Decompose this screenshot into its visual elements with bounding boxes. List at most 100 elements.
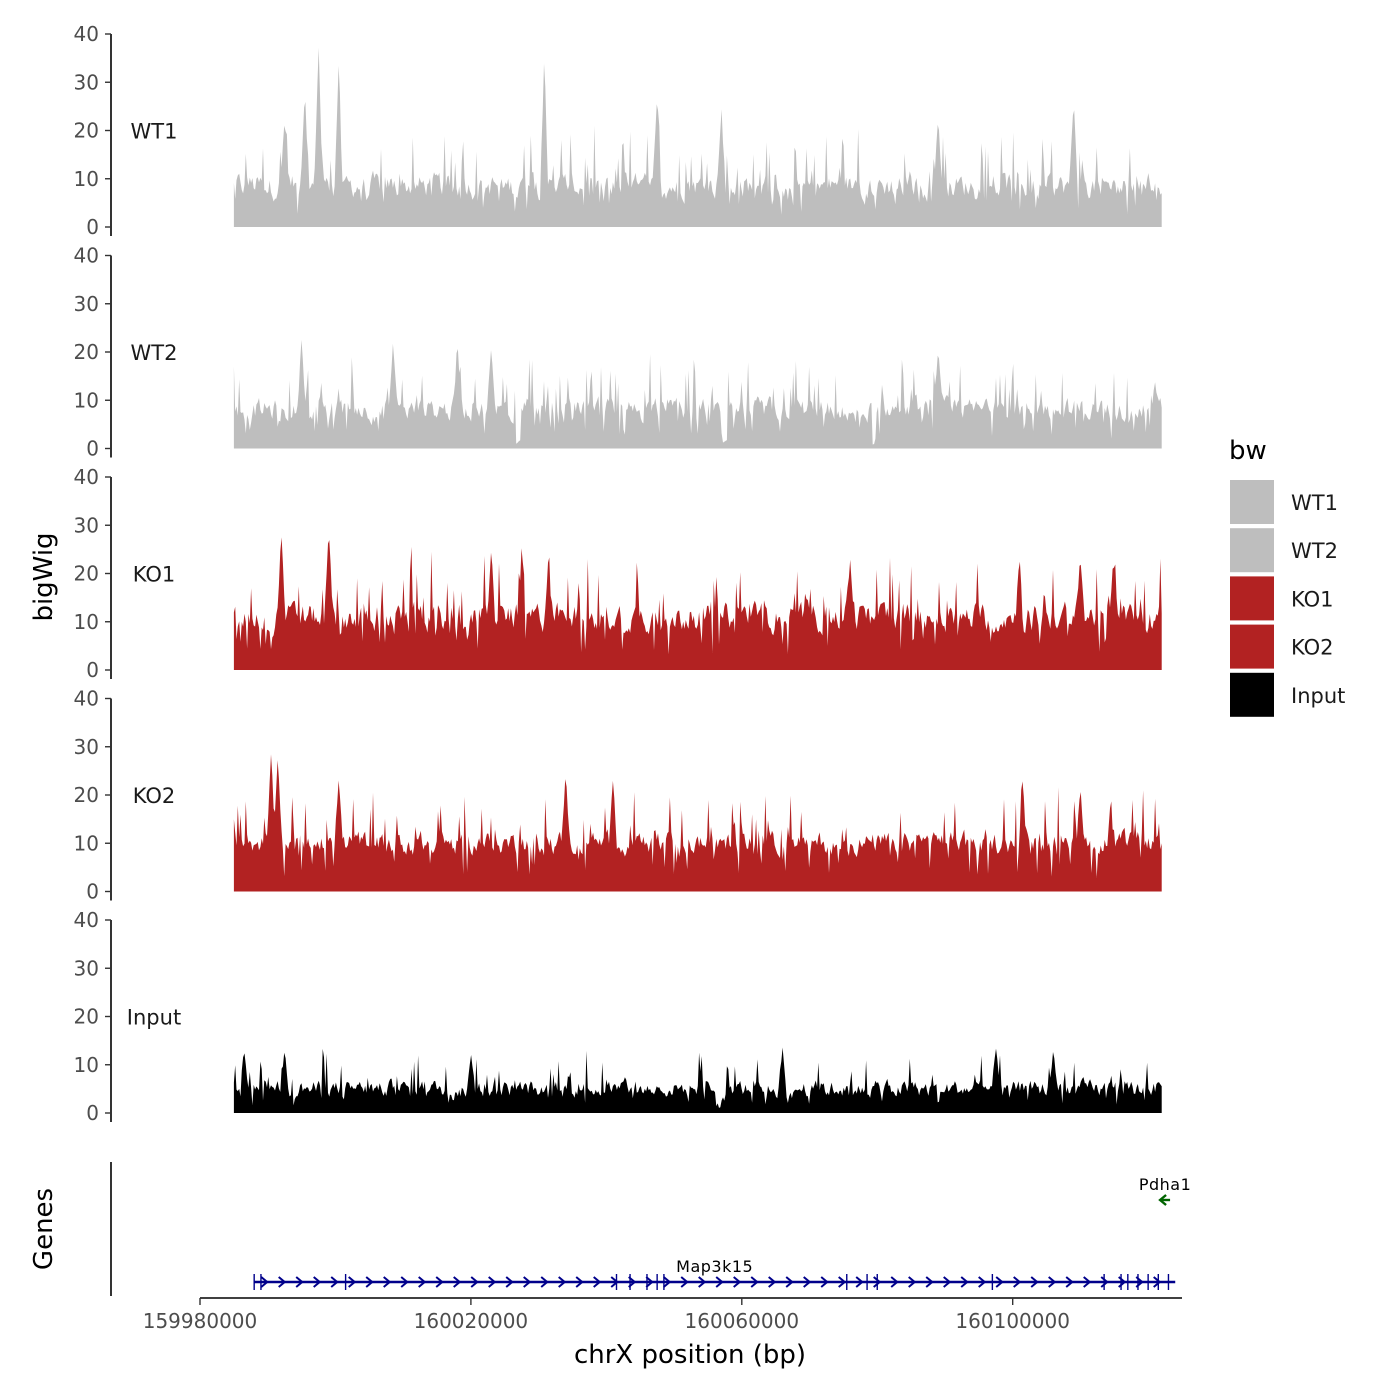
- y-tick-label: 40: [74, 908, 99, 932]
- strand-arrow: [680, 1276, 689, 1288]
- strand-arrow: [470, 1276, 479, 1288]
- y-tick-label: 20: [74, 340, 99, 364]
- strand-arrow: [733, 1276, 742, 1288]
- y-tick-label: 20: [74, 119, 99, 143]
- y-tick-label: 40: [74, 465, 99, 489]
- y-tick-label: 40: [74, 687, 99, 711]
- strand-arrow: [575, 1276, 584, 1288]
- strand-arrow: [890, 1276, 899, 1288]
- y-tick-label: 40: [74, 22, 99, 46]
- strand-arrow: [1030, 1276, 1039, 1288]
- y-tick-label: 20: [74, 562, 99, 586]
- legend-title: bw: [1229, 436, 1267, 466]
- legend-label-Input: Input: [1291, 684, 1345, 708]
- strand-arrow: [785, 1276, 794, 1288]
- coverage-area-KO1: [233, 537, 1162, 670]
- strand-arrow: [260, 1276, 269, 1288]
- legend: bw WT1 WT2 KO1 KO2 Input: [1229, 436, 1345, 717]
- strand-arrow: [943, 1276, 952, 1288]
- strand-arrow: [400, 1276, 409, 1288]
- track-label-KO1: KO1: [133, 563, 176, 587]
- legend-label-KO2: KO2: [1291, 636, 1334, 660]
- y-tick-label: 0: [86, 880, 99, 904]
- gene-models: Map3k15 Pdha1: [253, 1175, 1191, 1290]
- legend-entries: WT1 WT2 KO1 KO2 Input: [1230, 480, 1345, 717]
- strand-arrow: [628, 1276, 637, 1288]
- legend-entry-KO1: KO1: [1230, 576, 1334, 621]
- track-WT2: 0 10 20 30 40 WT2: [74, 244, 1162, 461]
- coverage-area-WT2: [233, 339, 1162, 449]
- legend-key-WT1: [1230, 480, 1274, 524]
- x-tick-label: 159980000: [143, 1309, 258, 1333]
- x-axis-title: chrX position (bp): [574, 1340, 806, 1370]
- y-tick-label: 0: [86, 437, 99, 461]
- strand-arrow: [365, 1276, 374, 1288]
- strand-arrow: [645, 1276, 654, 1288]
- track-label-WT1: WT1: [131, 120, 178, 144]
- strand-arrow: [855, 1276, 864, 1288]
- legend-label-WT2: WT2: [1291, 539, 1338, 563]
- strand-arrow: [505, 1276, 514, 1288]
- y-tick-label: 0: [86, 1101, 99, 1125]
- y-tick-label: 30: [74, 513, 99, 537]
- track-label-Input: Input: [127, 1006, 181, 1030]
- strand-arrow: [908, 1276, 917, 1288]
- x-tick-label: 160020000: [414, 1309, 529, 1333]
- strand-arrow: [803, 1276, 812, 1288]
- strand-arrow: [768, 1276, 777, 1288]
- strand-arrow: [838, 1276, 847, 1288]
- strand-arrow: [820, 1276, 829, 1288]
- strand-arrow: [435, 1276, 444, 1288]
- gene-label-Map3k15: Map3k15: [676, 1257, 753, 1276]
- strand-arrow: [523, 1276, 532, 1288]
- strand-arrow: [593, 1276, 602, 1288]
- strand-arrow: [1153, 1276, 1162, 1288]
- track-Input: 0 10 20 30 40 Input: [74, 908, 1162, 1125]
- strand-arrow: [663, 1276, 672, 1288]
- track-label-WT2: WT2: [131, 341, 178, 365]
- legend-key-KO1: [1230, 576, 1274, 621]
- strand-arrow: [1158, 1194, 1167, 1206]
- gene-Map3k15: Map3k15: [253, 1257, 1176, 1290]
- x-axis: 159980000 160020000 160060000 160100000: [143, 1297, 1182, 1333]
- strand-arrow: [383, 1276, 392, 1288]
- strand-arrow: [330, 1276, 339, 1288]
- coverage-area-Input: [233, 1047, 1162, 1113]
- strand-arrow: [978, 1276, 987, 1288]
- y-tick-label: 40: [74, 244, 99, 268]
- track-KO2: 0 10 20 30 40 KO2: [74, 687, 1162, 904]
- track-label-KO2: KO2: [133, 784, 176, 808]
- coverage-area-KO2: [233, 754, 1162, 892]
- strand-arrow: [610, 1276, 619, 1288]
- gene-panel: Map3k15 Pdha1: [110, 1162, 1191, 1296]
- y-tick-label: 20: [74, 1005, 99, 1029]
- strand-arrow: [750, 1276, 759, 1288]
- legend-key-KO2: [1230, 624, 1274, 669]
- y-tick-label: 30: [74, 70, 99, 94]
- strand-arrow: [873, 1276, 882, 1288]
- y-tick-label: 10: [74, 388, 99, 412]
- gene-Pdha1: Pdha1: [1139, 1175, 1191, 1206]
- legend-entry-KO2: KO2: [1230, 624, 1334, 669]
- strand-arrow: [418, 1276, 427, 1288]
- strand-arrow: [488, 1276, 497, 1288]
- strand-arrow: [1048, 1276, 1057, 1288]
- y-tick-label: 30: [74, 292, 99, 316]
- strand-arrow: [278, 1276, 287, 1288]
- x-tick-label: 160060000: [685, 1309, 800, 1333]
- y-axis-title: bigWig: [29, 532, 59, 621]
- strand-arrow: [1118, 1276, 1127, 1288]
- y-tick-label: 30: [74, 956, 99, 980]
- y-tick-label: 10: [74, 167, 99, 191]
- genes-axis-title: Genes: [29, 1188, 59, 1270]
- y-tick-label: 10: [74, 1053, 99, 1077]
- strand-arrow: [698, 1276, 707, 1288]
- strand-arrow: [960, 1276, 969, 1288]
- track-panels: 0 10 20 30 40 WT1 0 10 20 30 40 WT2 0 10 20 30 40 KO1 0 10 2…: [74, 22, 1162, 1125]
- strand-arrow: [453, 1276, 462, 1288]
- strand-arrow: [1135, 1276, 1144, 1288]
- x-tick-label: 160100000: [955, 1309, 1070, 1333]
- strand-arrow: [1100, 1276, 1109, 1288]
- y-tick-label: 0: [86, 658, 99, 682]
- strand-arrow: [715, 1276, 724, 1288]
